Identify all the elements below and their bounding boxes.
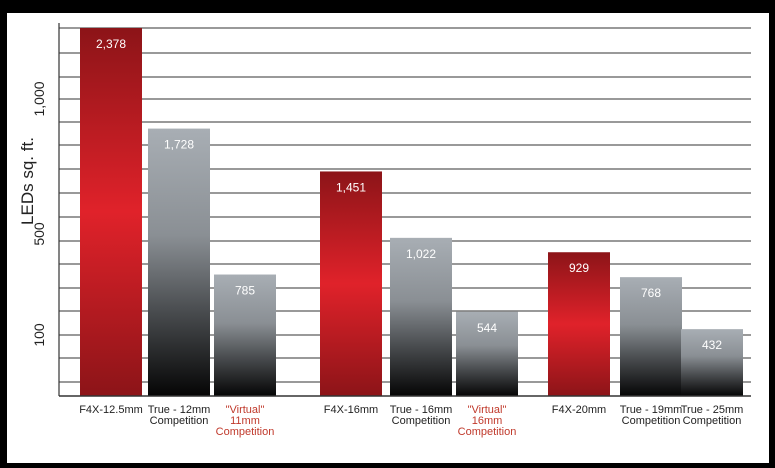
y-axis-label: LEDs sq. ft.	[18, 137, 37, 225]
category-label-line: 16mm	[472, 415, 503, 427]
category-label: True - 19mm Competition	[620, 404, 683, 427]
bar	[390, 237, 452, 396]
bar	[148, 128, 210, 396]
category-label-line: F4X-16mm	[324, 404, 378, 416]
bar	[548, 252, 610, 396]
category-label-line: Competition	[458, 426, 517, 438]
bar	[214, 274, 276, 396]
category-label: "Virtual" 16mm Competition	[458, 404, 517, 438]
bar-value-label: 432	[702, 338, 722, 352]
category-label: F4X-12.5mm	[79, 404, 143, 416]
bar-value-label: 1,022	[406, 247, 436, 261]
category-label-line: Competition	[150, 415, 209, 427]
category-label-line: Competition	[683, 415, 742, 427]
category-label: F4X-20mm	[552, 404, 606, 416]
bar	[620, 277, 682, 396]
category-label-line: True - 25mm	[681, 404, 744, 416]
category-label: "Virtual" 11mm Competition	[216, 404, 275, 438]
category-label-line: Competition	[622, 415, 681, 427]
category-label: True - 16mm Competition	[390, 404, 453, 427]
bar	[456, 311, 518, 396]
category-label: True - 12mm Competition	[148, 404, 211, 427]
category-label-line: Competition	[216, 426, 275, 438]
bars: 2,378 1,728 785 1,451 1,022 544 929 768 432	[80, 28, 743, 396]
category-label: F4X-16mm	[324, 404, 378, 416]
y-tick-label: 100	[31, 323, 47, 347]
category-label-line: F4X-20mm	[552, 404, 606, 416]
category-label-line: "Virtual"	[226, 404, 265, 416]
category-label-line: 11mm	[230, 415, 260, 427]
bar	[320, 171, 382, 396]
bar	[681, 329, 743, 396]
category-label-line: True - 12mm	[148, 404, 211, 416]
category-labels: F4X-12.5mm True - 12mm Competition"Virtual…	[79, 404, 743, 438]
bar-value-label: 768	[641, 286, 661, 300]
category-label-line: F4X-12.5mm	[79, 404, 143, 416]
y-axis: 100 500 1,000	[31, 23, 751, 397]
bar-value-label: 1,728	[164, 138, 194, 152]
category-label-line: True - 16mm	[390, 404, 453, 416]
bar	[80, 28, 142, 396]
category-label-line: True - 19mm	[620, 404, 683, 416]
category-label-line: "Virtual"	[468, 404, 507, 416]
bar-value-label: 544	[477, 321, 497, 335]
bar-chart: 2,378 1,728 785 1,451 1,022 544 929 768 432 F4X-…	[18, 23, 751, 438]
bar-value-label: 785	[235, 284, 255, 298]
chart-panel: 2,378 1,728 785 1,451 1,022 544 929 768 432 F4X-…	[7, 13, 769, 463]
bar-value-label: 1,451	[336, 180, 366, 194]
y-tick-label: 1,000	[31, 81, 47, 116]
bar-value-label: 2,378	[96, 37, 126, 51]
bar-value-label: 929	[569, 261, 589, 275]
category-label: True - 25mm Competition	[681, 404, 744, 427]
category-label-line: Competition	[392, 415, 451, 427]
y-tick-label: 500	[31, 222, 47, 246]
